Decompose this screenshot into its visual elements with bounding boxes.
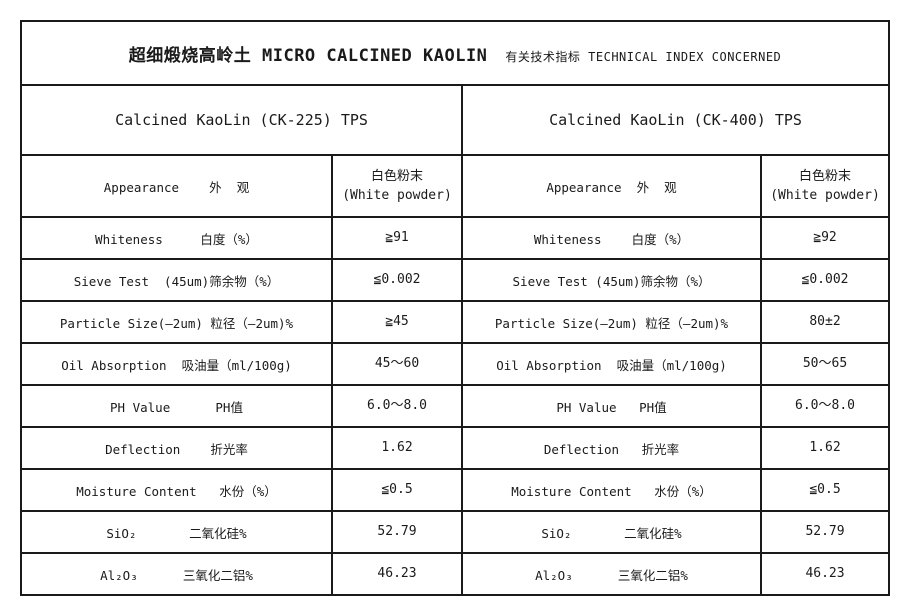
- param-value: 1.62: [331, 426, 463, 470]
- title-wrap: 超细煅烧高岭土 MICRO CALCINED KAOLIN 有关技术指标 TEC…: [24, 41, 886, 66]
- param-value: ≧92: [759, 216, 891, 260]
- param-label: Appearance 外 观: [20, 154, 333, 218]
- param-value: 白色粉末 (White powder): [759, 154, 891, 218]
- page-subtitle: 有关技术指标 TECHNICAL INDEX CONCERNED: [505, 49, 782, 64]
- param-label: Whiteness 白度（%）: [20, 216, 333, 260]
- param-label: Sieve Test (45um)筛余物（%）: [461, 258, 762, 302]
- param-label: Deflection 折光率: [461, 426, 762, 470]
- param-label: Al₂O₃ 三氧化二铝%: [461, 552, 762, 596]
- param-label: Appearance 外 观: [461, 154, 762, 218]
- param-value: ≦0.5: [331, 468, 463, 512]
- param-label: Deflection 折光率: [20, 426, 333, 470]
- param-value: ≧91: [331, 216, 463, 260]
- table-row-deflection: Deflection 折光率 1.62 Deflection 折光率 1.62: [20, 426, 891, 470]
- product-header-ck400: Calcined KaoLin (CK-400) TPS: [460, 84, 891, 156]
- table-row-moisture-content: Moisture Content 水份（%） ≦0.5 Moisture Con…: [20, 468, 891, 512]
- page-title: 超细煅烧高岭土 MICRO CALCINED KAOLIN: [128, 45, 488, 66]
- table-row-sio2: SiO₂ 二氧化硅% 52.79 SiO₂ 二氧化硅% 52.79: [20, 510, 891, 554]
- table-row-oil-absorption: Oil Absorption 吸油量（ml/100g) 45～60 Oil Ab…: [20, 342, 891, 386]
- param-label: Moisture Content 水份（%）: [461, 468, 762, 512]
- param-value: 80±2: [759, 300, 891, 344]
- param-label: SiO₂ 二氧化硅%: [461, 510, 762, 554]
- param-label: Whiteness 白度（%）: [461, 216, 762, 260]
- param-value: 45～60: [331, 342, 463, 386]
- table-row-appearance: Appearance 外 观 白色粉末 (White powder) Appea…: [20, 154, 891, 218]
- table-row-al2o3: Al₂O₃ 三氧化二铝% 46.23 Al₂O₃ 三氧化二铝% 46.23: [20, 552, 891, 596]
- table-row-ph-value: PH Value PH值 6.0～8.0 PH Value PH值 6.0～8.…: [20, 384, 891, 428]
- param-label: SiO₂ 二氧化硅%: [20, 510, 333, 554]
- table-row-particle-size: Particle Size(—2um) 粒径（—2um)% ≧45 Partic…: [20, 300, 891, 344]
- spec-table: 超细煅烧高岭土 MICRO CALCINED KAOLIN 有关技术指标 TEC…: [19, 20, 891, 596]
- param-value: 白色粉末 (White powder): [331, 154, 463, 218]
- param-label: Moisture Content 水份（%）: [20, 468, 333, 512]
- param-label: Particle Size(—2um) 粒径（—2um)%: [20, 300, 333, 344]
- param-label: Sieve Test (45um)筛余物（%）: [20, 258, 333, 302]
- param-value: 1.62: [759, 426, 891, 470]
- param-value: ≧45: [331, 300, 463, 344]
- title-row: 超细煅烧高岭土 MICRO CALCINED KAOLIN 有关技术指标 TEC…: [19, 20, 891, 86]
- param-label: Oil Absorption 吸油量（ml/100g): [461, 342, 762, 386]
- param-value: 52.79: [331, 510, 463, 554]
- param-value: 46.23: [759, 552, 891, 596]
- product-header-ck225: Calcined KaoLin (CK-225) TPS: [20, 84, 463, 156]
- param-label: Particle Size(—2um) 粒径（—2um)%: [461, 300, 762, 344]
- param-value: 46.23: [331, 552, 463, 596]
- title-cell: 超细煅烧高岭土 MICRO CALCINED KAOLIN 有关技术指标 TEC…: [19, 20, 891, 86]
- param-value: ≦0.002: [759, 258, 891, 302]
- product-header-row: Calcined KaoLin (CK-225) TPS Calcined Ka…: [20, 84, 891, 156]
- param-value: 6.0～8.0: [331, 384, 463, 428]
- param-label: Al₂O₃ 三氧化二铝%: [20, 552, 333, 596]
- param-label: PH Value PH值: [461, 384, 762, 428]
- param-value: 6.0～8.0: [759, 384, 891, 428]
- table-row-sieve-test: Sieve Test (45um)筛余物（%） ≦0.002 Sieve Tes…: [20, 258, 891, 302]
- param-value: ≦0.002: [331, 258, 463, 302]
- param-value: ≦0.5: [759, 468, 891, 512]
- param-label: Oil Absorption 吸油量（ml/100g): [20, 342, 333, 386]
- table-row-whiteness: Whiteness 白度（%） ≧91 Whiteness 白度（%） ≧92: [20, 216, 891, 260]
- param-label: PH Value PH值: [20, 384, 333, 428]
- param-value: 50～65: [759, 342, 891, 386]
- param-value: 52.79: [759, 510, 891, 554]
